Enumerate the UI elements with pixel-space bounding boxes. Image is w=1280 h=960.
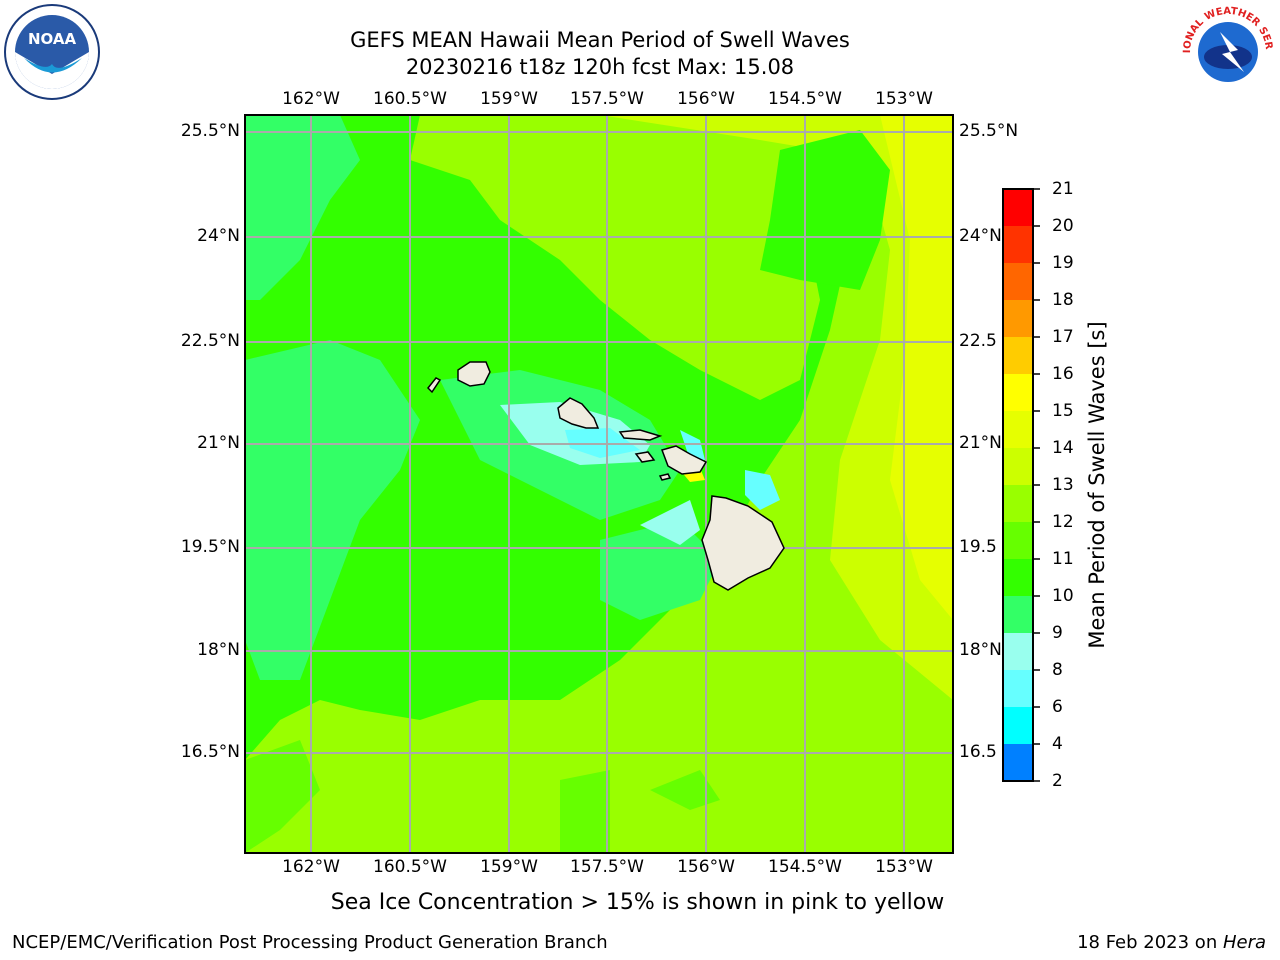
- colorbar-tick-label: 11: [1052, 549, 1074, 569]
- lat-label-left: 21°N: [197, 433, 240, 453]
- chart-subtitle: 20230216 t18z 120h fcst Max: 15.08: [405, 55, 795, 79]
- colorbar-tick-label: 8: [1052, 660, 1063, 680]
- lon-label-bottom: 162°W: [282, 857, 340, 877]
- colorbar-swatch: [1003, 411, 1033, 449]
- lon-label-top: 156°W: [677, 89, 735, 109]
- lon-label-top: 154.5°W: [768, 89, 842, 109]
- colorbar-swatch: [1003, 485, 1033, 523]
- colorbar-tick-label: 21: [1052, 179, 1074, 199]
- lon-label-bottom: 153°W: [875, 857, 933, 877]
- lat-label-right: 22.5: [959, 331, 997, 351]
- colorbar-tick-label: 6: [1052, 697, 1063, 717]
- colorbar-tick-label: 17: [1052, 327, 1074, 347]
- island-molokai: [618, 429, 663, 441]
- colorbar-tick-label: 16: [1052, 364, 1074, 384]
- colorbar-tick-label: 10: [1052, 586, 1074, 606]
- lat-label-right: 25.5°N: [959, 121, 1019, 141]
- lat-label-right: 19.5: [959, 537, 997, 557]
- island-kahoolawe: [658, 473, 672, 481]
- colorbar-swatch: [1003, 596, 1033, 634]
- lat-label-right: 24°N: [959, 226, 1002, 246]
- colorbar-swatch: [1003, 559, 1033, 597]
- lon-label-bottom: 157.5°W: [570, 857, 644, 877]
- svg-text:NOAA: NOAA: [28, 30, 77, 48]
- island-hawaii: [701, 495, 785, 591]
- lat-label-left: 24°N: [197, 226, 240, 246]
- colorbar-swatch: [1003, 263, 1033, 301]
- lon-label-top: 157.5°W: [570, 89, 644, 109]
- colorbar-swatch: [1003, 633, 1033, 671]
- colorbar-tick-label: 4: [1052, 734, 1063, 754]
- colorbar-tick-label: 15: [1052, 401, 1074, 421]
- island-kauai: [457, 361, 491, 387]
- lon-label-bottom: 156°W: [677, 857, 735, 877]
- island-oahu: [557, 397, 600, 429]
- colorbar-swatch: [1003, 707, 1033, 745]
- colorbar-tick-label: 19: [1052, 253, 1074, 273]
- lat-label-left: 25.5°N: [180, 121, 240, 141]
- lat-label-left: 19.5°N: [180, 537, 240, 557]
- colorbar-swatch: [1003, 670, 1033, 708]
- colorbar-tick-label: 9: [1052, 623, 1063, 643]
- colorbar-tick-label: 20: [1052, 216, 1074, 236]
- colorbar-tick-label: 18: [1052, 290, 1074, 310]
- lat-label-right: 16.5: [959, 742, 997, 762]
- lon-label-top: 162°W: [282, 89, 340, 109]
- colorbar-swatch: [1003, 226, 1033, 264]
- lon-label-bottom: 154.5°W: [768, 857, 842, 877]
- footer-date: 18 Feb 2023 on Hera: [1077, 932, 1266, 953]
- noaa-logo: NOAA: [2, 2, 102, 102]
- lon-label-top: 159°W: [480, 89, 538, 109]
- lat-label-right: 18°N: [959, 640, 1002, 660]
- lat-label-right: 21°N: [959, 433, 1002, 453]
- chart-title: GEFS MEAN Hawaii Mean Period of Swell Wa…: [350, 28, 850, 52]
- colorbar-swatch: [1003, 300, 1033, 338]
- colorbar-swatch: [1003, 374, 1033, 412]
- nws-logo: NATIONAL WEATHER SERVICE: [1174, 0, 1278, 102]
- colorbar-swatch: [1003, 337, 1033, 375]
- colorbar-label: Mean Period of Swell Waves [s]: [1085, 321, 1109, 649]
- colorbar-swatch: [1003, 448, 1033, 486]
- lon-label-top: 153°W: [875, 89, 933, 109]
- colorbar-swatch: [1003, 744, 1033, 782]
- lon-label-bottom: 159°W: [480, 857, 538, 877]
- sea-ice-note: Sea Ice Concentration > 15% is shown in …: [330, 890, 945, 915]
- island-niihau: [426, 377, 442, 394]
- colorbar: [1002, 188, 1040, 782]
- colorbar-swatch: [1003, 522, 1033, 560]
- island-maui: [661, 445, 708, 475]
- colorbar-tick-label: 13: [1052, 475, 1074, 495]
- colorbar-tick-label: 14: [1052, 438, 1074, 458]
- lon-label-top: 160.5°W: [373, 89, 447, 109]
- lat-label-left: 22.5°N: [180, 331, 240, 351]
- lat-label-left: 18°N: [197, 640, 240, 660]
- footer-credit: NCEP/EMC/Verification Post Processing Pr…: [12, 932, 608, 953]
- colorbar-swatch: [1003, 189, 1033, 227]
- lat-label-left: 16.5°N: [180, 742, 240, 762]
- lon-label-bottom: 160.5°W: [373, 857, 447, 877]
- colorbar-tick-label: 2: [1052, 771, 1063, 791]
- island-lanai: [634, 451, 656, 463]
- colorbar-tick-label: 12: [1052, 512, 1074, 532]
